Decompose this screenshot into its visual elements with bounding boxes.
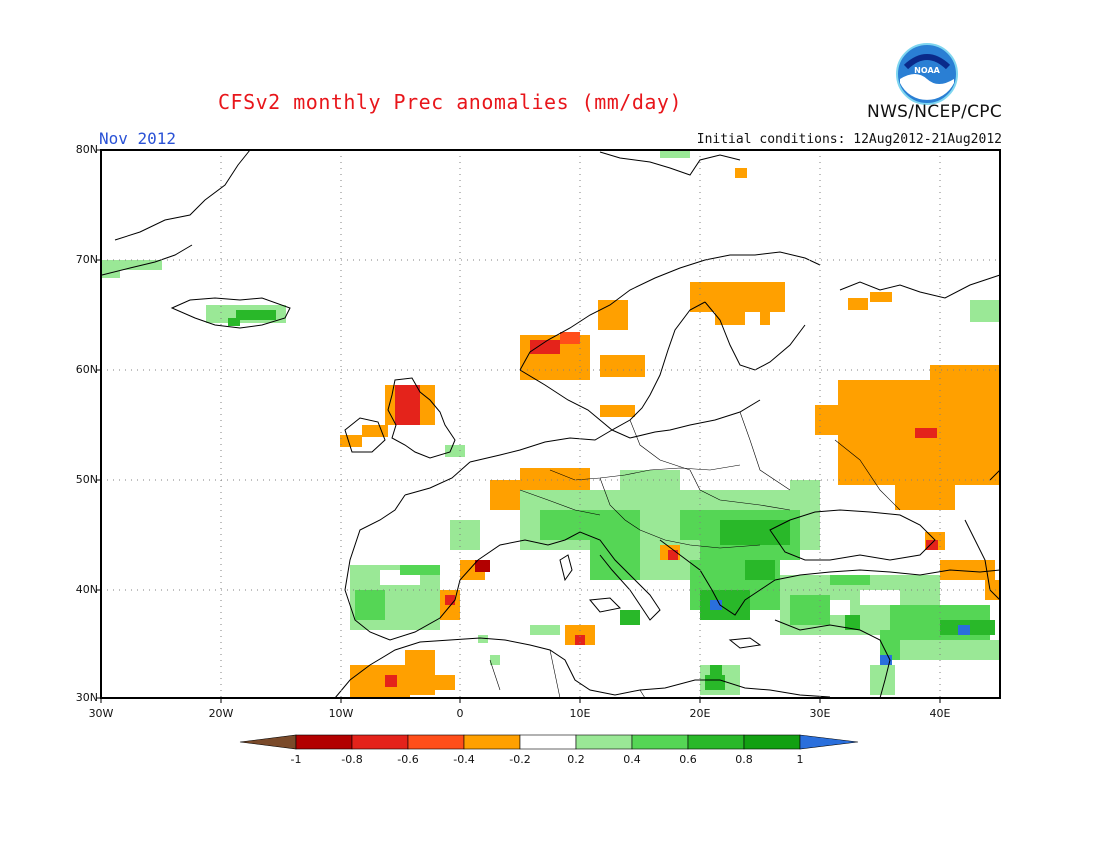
colorbar (239, 734, 859, 750)
colorbar-label: 0.2 (567, 753, 585, 766)
coastlines (101, 149, 1001, 699)
colorbar-bin (575, 734, 633, 750)
colorbar-bin (519, 734, 577, 750)
colorbar-bin (463, 734, 521, 750)
colorbar-bin (743, 734, 801, 750)
map-frame (100, 149, 1001, 699)
colorbar-label: -0.4 (453, 753, 475, 766)
lon-label: 40E (929, 707, 951, 720)
noaa-logo-icon: NOAA (896, 43, 958, 105)
lat-label: 60N (75, 363, 98, 376)
lat-label: 80N (75, 143, 98, 156)
axis-ticks (96, 149, 941, 703)
lat-label: 40N (75, 583, 98, 596)
forecast-period: Nov 2012 (99, 129, 177, 148)
chart-title: CFSv2 monthly Prec anomalies (mm/day) (217, 90, 683, 114)
colorbar-bin (295, 734, 353, 750)
colorbar-label: 1 (796, 753, 804, 766)
lat-label: 70N (75, 253, 98, 266)
lon-label: 10E (569, 707, 591, 720)
colorbar-label: 0.4 (623, 753, 641, 766)
colorbar-bin (631, 734, 689, 750)
lon-label: 30W (88, 707, 114, 720)
grid-lines (101, 150, 1000, 698)
lon-label: 30E (809, 707, 831, 720)
colorbar-label: -1 (290, 753, 302, 766)
anomaly-field (102, 150, 1000, 698)
colorbar-bin (351, 734, 409, 750)
country-borders (489, 411, 901, 699)
lon-label: 0 (456, 707, 464, 720)
colorbar-bin (407, 734, 465, 750)
lon-label: 20W (208, 707, 234, 720)
lon-label: 20E (689, 707, 711, 720)
colorbar-label: 0.6 (679, 753, 697, 766)
lat-label: 50N (75, 473, 98, 486)
colorbar-label: 0.8 (735, 753, 753, 766)
initial-conditions: Initial conditions: 12Aug2012-21Aug2012 (696, 132, 1002, 147)
colorbar-label: -0.2 (509, 753, 531, 766)
colorbar-bin (687, 734, 745, 750)
lon-label: 10W (328, 707, 354, 720)
lat-label: 30N (75, 691, 98, 704)
colorbar-label: -0.8 (341, 753, 363, 766)
agency-label: NWS/NCEP/CPC (867, 102, 1002, 122)
svg-text:NOAA: NOAA (914, 66, 940, 75)
colorbar-lt-minus1 (239, 734, 297, 750)
colorbar-gt-1 (799, 734, 859, 750)
colorbar-label: -0.6 (397, 753, 419, 766)
